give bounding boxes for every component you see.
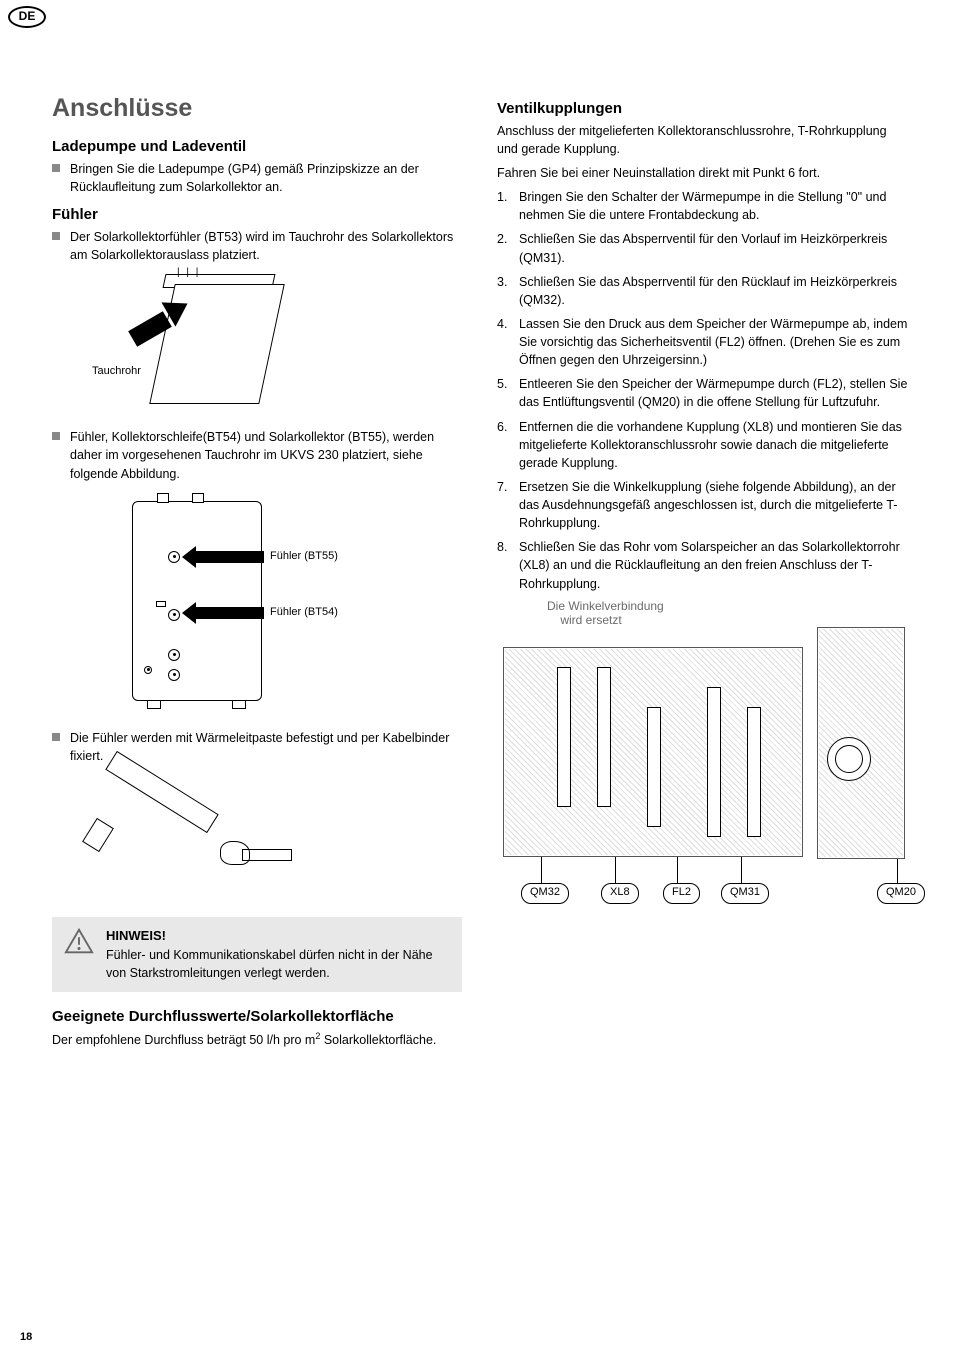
diagram-label-bt54: Fühler (BT54) xyxy=(270,605,338,621)
two-column-layout: Anschlüsse Ladepumpe und Ladeventil Brin… xyxy=(52,90,908,1055)
diagram-tank: Fühler (BT55) Fühler (BT54) xyxy=(112,491,342,721)
diagram-thermal-paste xyxy=(92,771,302,891)
step-item: Lassen Sie den Druck aus dem Speicher de… xyxy=(497,315,908,369)
callout-qm32: QM32 xyxy=(521,883,569,904)
warning-icon xyxy=(64,927,94,982)
list-item: Bringen Sie die Ladepumpe (GP4) gemäß Pr… xyxy=(52,160,463,196)
diagram-replace-label: Die Winkelverbindung wird ersetzt xyxy=(547,599,908,628)
paragraph: Anschluss der mitgelieferten Kollektoran… xyxy=(497,122,908,158)
diagram-label-bt55: Fühler (BT55) xyxy=(270,549,338,565)
callout-xl8: XL8 xyxy=(601,883,639,904)
section-durchfluss-body: Der empfohlene Durchfluss beträgt 50 l/h… xyxy=(52,1030,463,1049)
section-durchfluss-title: Geeignete Durchflusswerte/Solarkollektor… xyxy=(52,1006,463,1028)
left-column: Anschlüsse Ladepumpe und Ladeventil Brin… xyxy=(52,90,463,1055)
step-item: Entfernen die die vorhandene Kupplung (X… xyxy=(497,418,908,472)
callout-fl2: FL2 xyxy=(663,883,700,904)
note-title: HINWEIS! xyxy=(106,927,450,946)
list-item: Der Solarkollektorfühler (BT53) wird im … xyxy=(52,228,463,264)
language-badge: DE xyxy=(8,6,46,28)
callout-qm20: QM20 xyxy=(877,883,925,904)
step-item: Bringen Sie den Schalter der Wärmepumpe … xyxy=(497,188,908,224)
diagram-label-tauchrohr: Tauchrohr xyxy=(92,364,141,380)
step-item: Schließen Sie das Rohr vom Solarspeicher… xyxy=(497,538,908,592)
note-hinweis: HINWEIS! Fühler- und Kommunikationskabel… xyxy=(52,917,462,992)
section-fuehler-title: Fühler xyxy=(52,204,463,226)
list-item: Fühler, Kollektorschleife(BT54) und Sola… xyxy=(52,428,463,482)
steps-list: Bringen Sie den Schalter der Wärmepumpe … xyxy=(497,188,908,593)
diagram-pump-assembly: QM32 XL8 FL2 QM31 QM20 xyxy=(497,627,907,907)
section-ventil-title: Ventilkupplungen xyxy=(497,98,908,120)
section-fuehler-list-2: Fühler, Kollektorschleife(BT54) und Sola… xyxy=(52,428,463,482)
page-number: 18 xyxy=(20,1330,32,1346)
callout-qm31: QM31 xyxy=(721,883,769,904)
section-fuehler-list: Der Solarkollektorfühler (BT53) wird im … xyxy=(52,228,463,264)
step-item: Schließen Sie das Absperrventil für den … xyxy=(497,273,908,309)
section-ladepumpe-list: Bringen Sie die Ladepumpe (GP4) gemäß Pr… xyxy=(52,160,463,196)
page-title: Anschlüsse xyxy=(52,90,463,126)
paragraph: Fahren Sie bei einer Neuinstallation dir… xyxy=(497,164,908,182)
diagram-solar-collector: | | | Tauchrohr xyxy=(92,270,292,420)
step-item: Schließen Sie das Absperrventil für den … xyxy=(497,230,908,266)
section-ladepumpe-title: Ladepumpe und Ladeventil xyxy=(52,136,463,158)
note-body: Fühler- und Kommunikationskabel dürfen n… xyxy=(106,946,450,982)
step-item: Ersetzen Sie die Winkelkupplung (siehe f… xyxy=(497,478,908,532)
step-item: Entleeren Sie den Speicher der Wärmepump… xyxy=(497,375,908,411)
right-column: Ventilkupplungen Anschluss der mitgelief… xyxy=(497,90,908,1055)
